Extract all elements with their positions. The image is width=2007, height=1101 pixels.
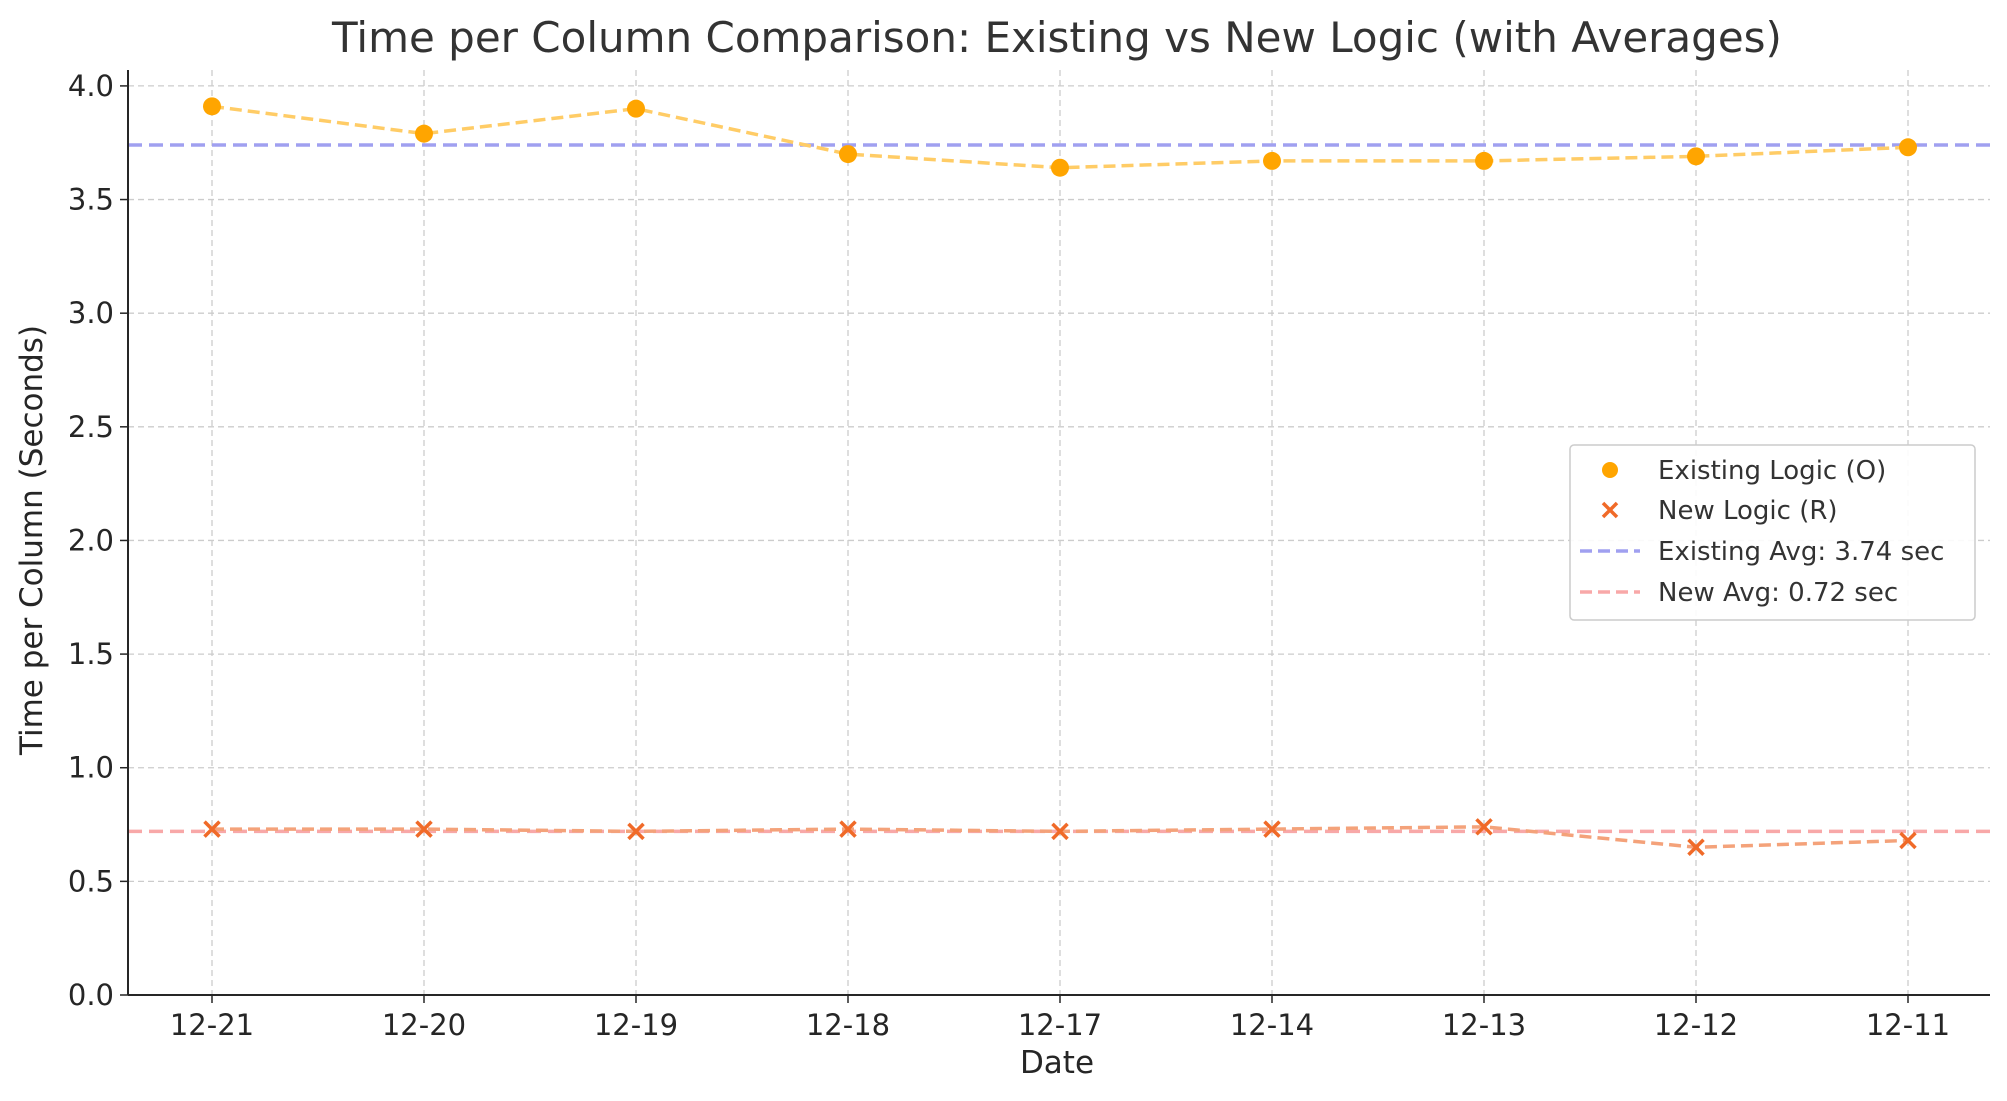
new-logic-point: [1263, 820, 1281, 838]
existing-logic-point: [415, 124, 433, 143]
x-axis-ticks: 12-21 12-20 12-19 12-18 12-17 12-14 12-13 12-12…: [170, 995, 1950, 1042]
x-marker-stroke: [415, 820, 433, 838]
x-axis-title: Date: [1020, 1045, 1094, 1081]
grid-lines: [128, 70, 1990, 996]
y-tick-label: 1.0: [68, 751, 114, 785]
x-marker-stroke: [839, 820, 857, 838]
x-tick-label: 12-19: [594, 1008, 678, 1042]
legend-label-existing-avg: Existing Avg: 3.74 sec: [1658, 537, 1944, 567]
new-logic-point: [1475, 818, 1493, 836]
x-tick-label: 12-18: [806, 1008, 890, 1042]
existing-logic-point: [1687, 147, 1705, 166]
y-tick-label: 0.5: [68, 864, 114, 898]
new-logic-point: [839, 820, 857, 838]
x-marker-stroke: [1687, 838, 1705, 857]
existing-logic-point: [1263, 151, 1281, 170]
legend-circle-marker-icon: [1602, 462, 1618, 478]
y-tick-label: 4.0: [68, 69, 114, 103]
new-logic-point: [1687, 838, 1705, 857]
x-marker-stroke: [1263, 820, 1281, 838]
existing-logic-point: [627, 99, 645, 118]
legend: Existing Logic (O) New Logic (R) Existin…: [1569, 444, 1976, 621]
x-marker-stroke: [1051, 822, 1069, 841]
axes: [127, 70, 1990, 996]
x-marker-stroke: [1475, 818, 1493, 836]
new-logic-point: [1899, 831, 1917, 850]
legend-entry-new-avg: New Avg: 0.72 sec: [1580, 578, 1898, 608]
y-axis-title: Time per Column (Seconds): [14, 325, 50, 756]
legend-label-new-logic: New Logic (R): [1658, 496, 1838, 526]
legend-entry-existing-logic: Existing Logic (O): [1602, 456, 1886, 486]
x-tick-label: 12-21: [170, 1008, 254, 1042]
y-tick-label: 2.5: [68, 410, 114, 444]
existing-logic-point: [1899, 138, 1917, 157]
y-tick-label: 0.0: [68, 978, 114, 1012]
y-tick-label: 1.5: [68, 637, 114, 671]
legend-label-new-avg: New Avg: 0.72 sec: [1658, 578, 1898, 608]
y-tick-label: 3.0: [68, 296, 114, 330]
x-marker-stroke: [1899, 831, 1917, 850]
data-series: [203, 97, 1917, 857]
x-tick-label: 12-17: [1018, 1008, 1102, 1042]
x-tick-label: 12-20: [382, 1008, 466, 1042]
existing-logic-point: [203, 97, 221, 116]
x-tick-label: 12-11: [1866, 1008, 1950, 1042]
x-tick-label: 12-13: [1442, 1008, 1526, 1042]
y-axis-ticks: 0.0 0.5 1.0 1.5 2.0 2.5 3.0 3.5 4.0: [68, 69, 128, 1012]
new-logic-point: [415, 820, 433, 838]
existing-logic-point: [839, 145, 857, 164]
x-marker-stroke: [203, 820, 221, 838]
legend-box: [1569, 444, 1976, 621]
new-logic-point: [203, 820, 221, 838]
existing-logic-point: [1051, 158, 1069, 177]
y-tick-label: 3.5: [68, 183, 114, 217]
legend-entry-new-logic: New Logic (R): [1601, 496, 1838, 526]
new-logic-point: [627, 822, 645, 841]
x-tick-label: 12-12: [1654, 1008, 1738, 1042]
chart-title: Time per Column Comparison: Existing vs …: [331, 13, 1782, 62]
legend-x-marker-icon: [1601, 501, 1619, 519]
new-logic-point: [1051, 822, 1069, 841]
x-marker-stroke: [627, 822, 645, 841]
x-tick-label: 12-14: [1230, 1008, 1314, 1042]
legend-entry-existing-avg: Existing Avg: 3.74 sec: [1580, 537, 1944, 567]
legend-label-existing-logic: Existing Logic (O): [1658, 456, 1886, 486]
existing-logic-point: [1475, 151, 1493, 170]
y-tick-label: 2.0: [68, 523, 114, 557]
